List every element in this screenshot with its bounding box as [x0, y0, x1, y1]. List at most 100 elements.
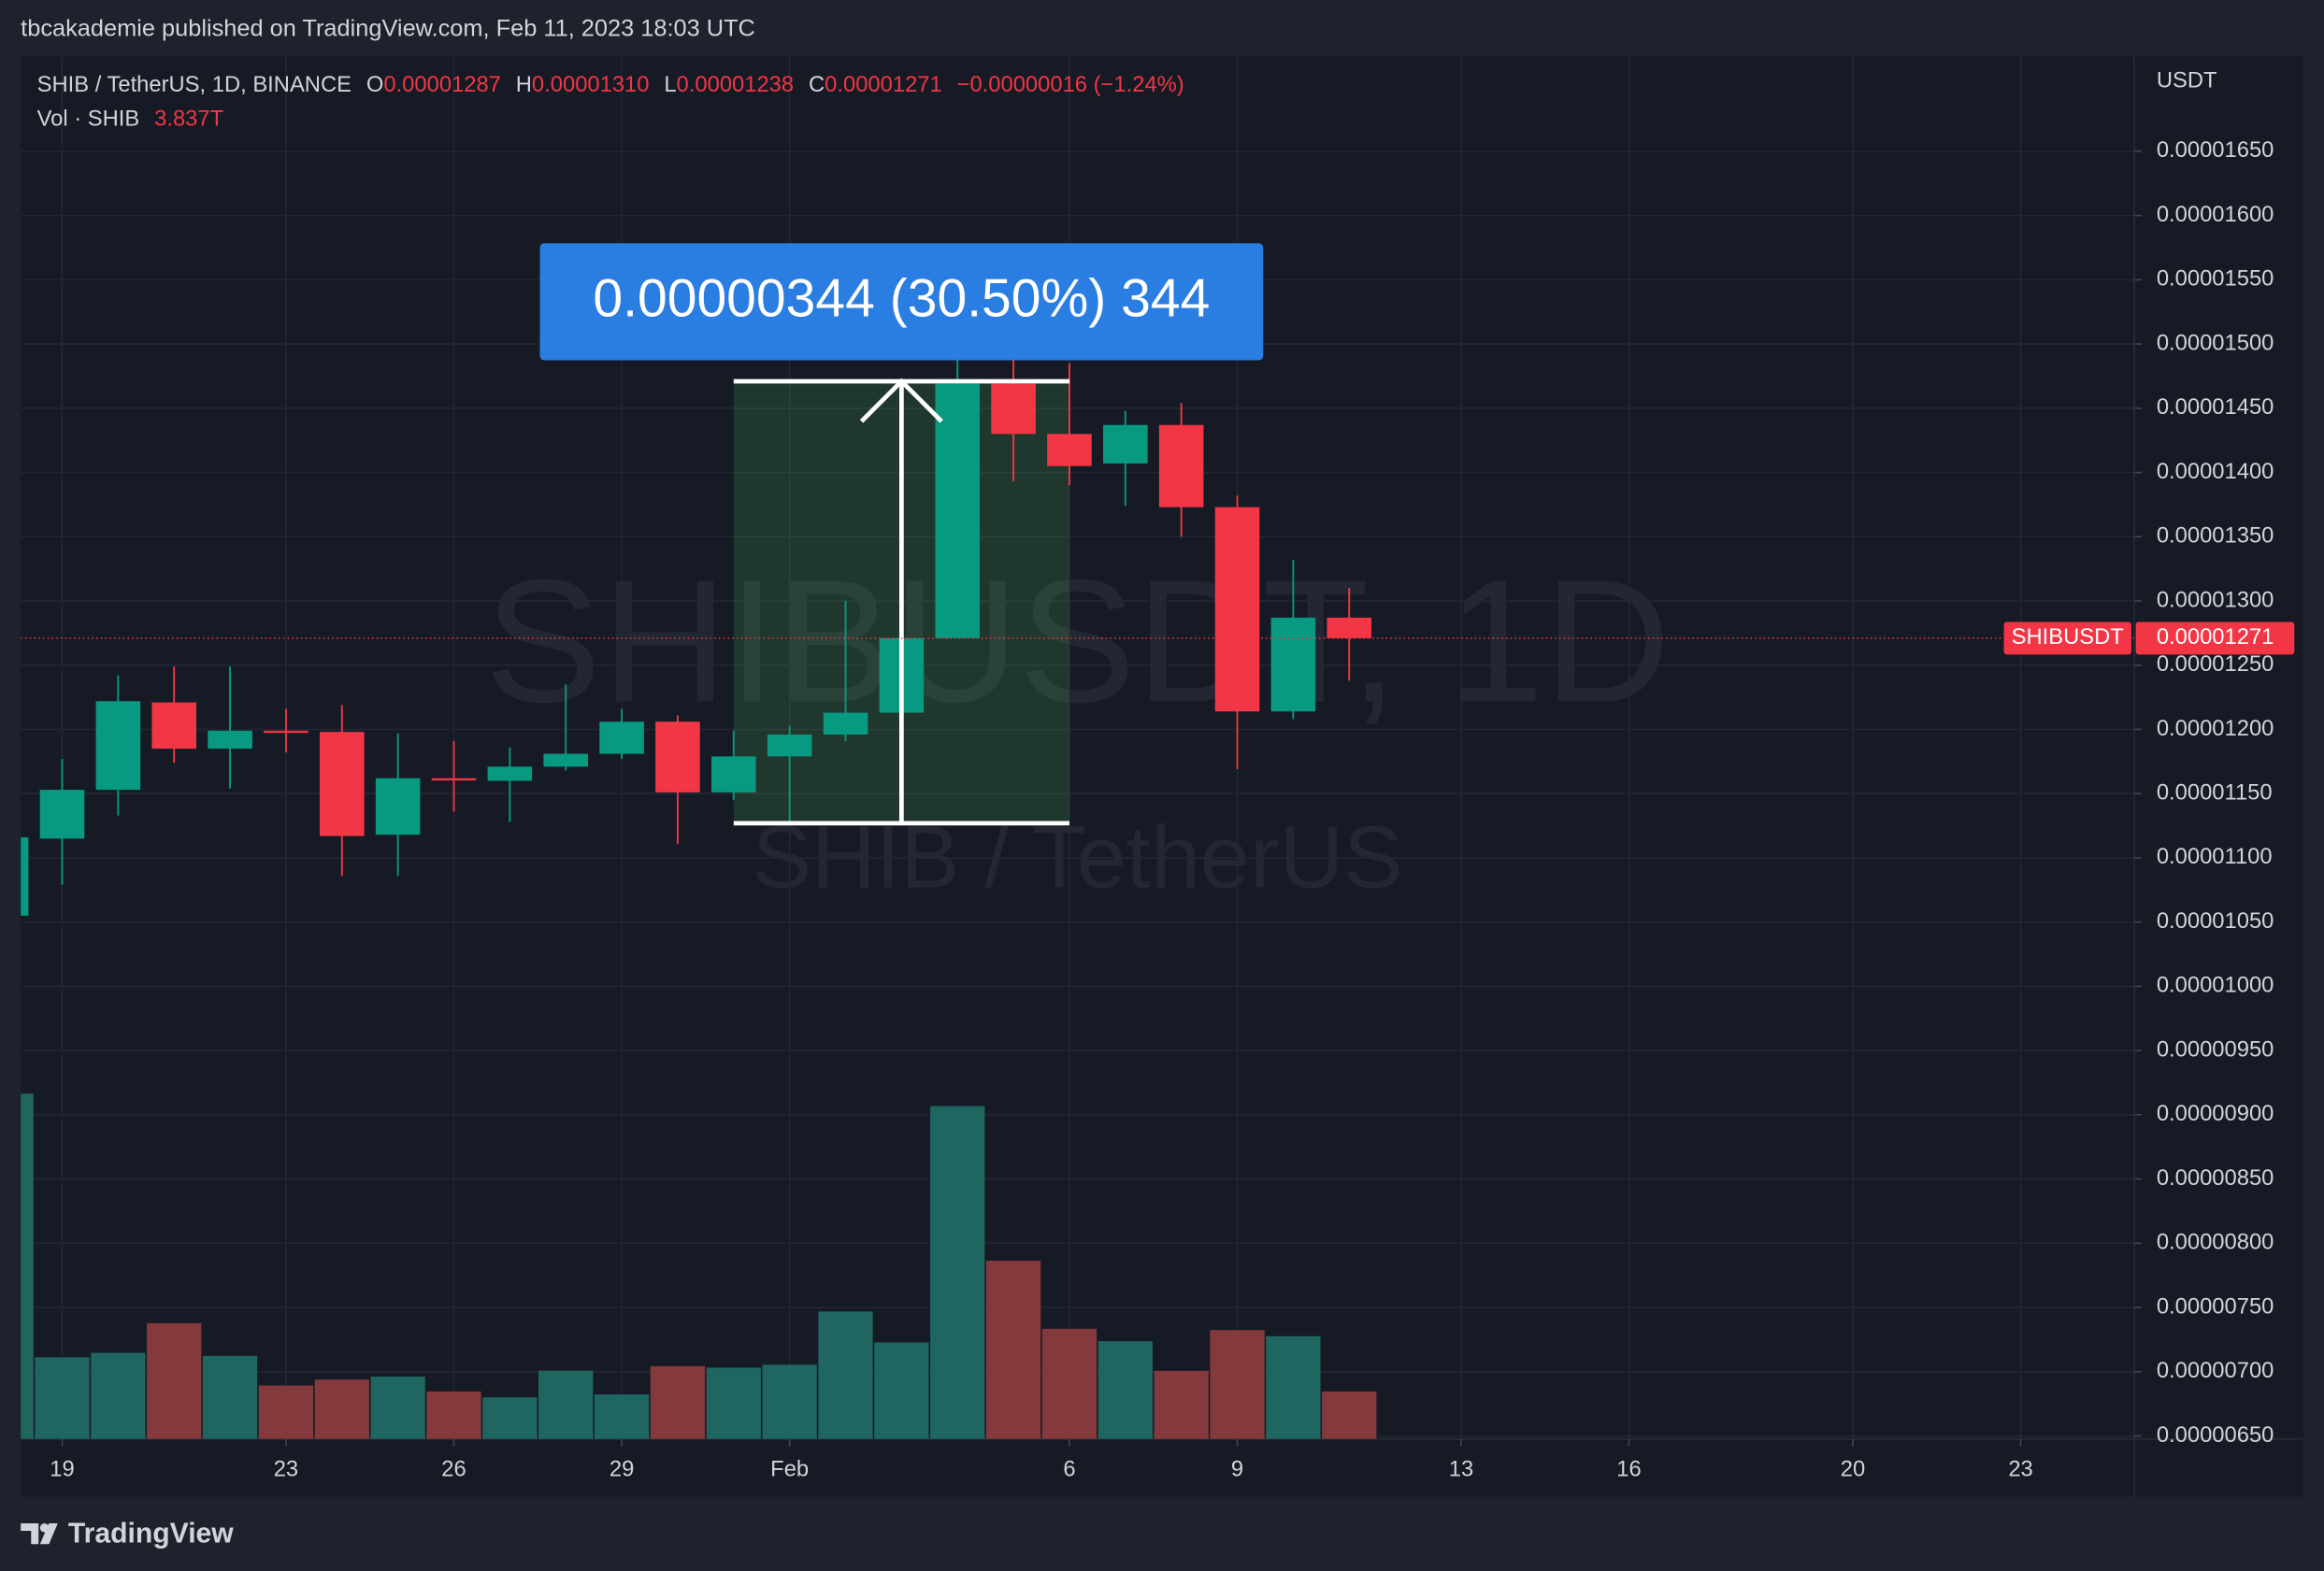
x-tick-label: 26 — [441, 1456, 466, 1481]
measure-label-box — [539, 243, 1264, 361]
x-tick-label: 23 — [274, 1456, 298, 1481]
candle-body — [39, 790, 85, 839]
candle-body — [151, 702, 196, 750]
volume-legend-label: Vol · SHIB — [37, 107, 140, 132]
watermark: SHIBUSDT, 1D — [484, 543, 1670, 738]
volume-bar — [1041, 1328, 1097, 1439]
candle-body — [1270, 617, 1316, 712]
volume-bar — [1322, 1391, 1377, 1439]
volume-bar — [147, 1322, 202, 1439]
candle-body — [320, 732, 365, 836]
volume-bar — [874, 1342, 929, 1439]
legend-key: L — [664, 72, 676, 97]
volume-bar — [258, 1385, 314, 1439]
last-price-label: 0.00001271 — [2157, 624, 2274, 650]
y-tick-label: 0.00000750 — [2157, 1293, 2274, 1319]
volume-bar — [930, 1106, 985, 1439]
brand: TradingView — [68, 1519, 234, 1550]
legend-key: C — [809, 72, 825, 97]
volume-bar — [21, 1093, 34, 1439]
last-price-box — [2135, 621, 2295, 655]
candle-body — [767, 734, 812, 757]
y-tick-label: 0.00001250 — [2157, 651, 2274, 677]
x-tick-label: Feb — [770, 1456, 809, 1481]
volume-legend: Vol · SHIB 3.837T — [37, 107, 223, 132]
candle-body — [21, 836, 29, 916]
y-tick-label: 0.00001050 — [2157, 908, 2274, 934]
volume-bar — [762, 1364, 817, 1439]
y-tick-label: 0.00000650 — [2157, 1422, 2274, 1448]
volume-bar — [426, 1391, 481, 1439]
volume-legend-value: 3.837T — [154, 107, 223, 132]
x-tick-label: 9 — [1231, 1456, 1243, 1481]
legend-change: −0.00000016 (−1.24%) — [957, 72, 1184, 97]
last-price-symbol-box — [2003, 621, 2131, 655]
volume-bar — [1154, 1370, 1209, 1439]
legend: SHIB / TetherUS, 1D, BINANCE O0.00001287 H… — [37, 72, 1184, 97]
volume-bar — [202, 1355, 258, 1439]
legend-key: O — [366, 72, 384, 97]
y-tick-label: 0.00001100 — [2157, 844, 2273, 869]
candle-body — [208, 730, 252, 750]
candle-body — [935, 383, 981, 638]
legend-value: 0.00001310 — [532, 72, 650, 97]
legend-value: 0.00001238 — [677, 72, 795, 97]
volume-bar — [706, 1367, 761, 1439]
candle-body — [264, 730, 308, 734]
y-tick-label: 0.00001000 — [2157, 973, 2274, 998]
candle-body — [1327, 617, 1372, 638]
candle-body — [1214, 507, 1260, 712]
volume-bar — [594, 1394, 650, 1439]
volume-bar — [538, 1370, 594, 1439]
volume-bar — [985, 1261, 1041, 1439]
volume-bar — [1210, 1330, 1265, 1439]
legend-value: 0.00001287 — [383, 72, 501, 97]
y-tick-label: 0.00000700 — [2157, 1358, 2274, 1383]
candle-body — [655, 721, 700, 793]
volume-bar — [650, 1365, 706, 1439]
y-tick-label: 0.00000900 — [2157, 1101, 2274, 1126]
candle-body — [487, 766, 533, 781]
measure-label: 0.00000344 (30.50%) 344 — [593, 269, 1210, 329]
y-tick-label: 0.00001350 — [2157, 523, 2274, 549]
x-tick-label: 13 — [1449, 1456, 1473, 1481]
candle-body — [823, 712, 868, 735]
y-tick-label: 0.00000850 — [2157, 1165, 2274, 1191]
candle-body — [711, 756, 756, 793]
y-tick-label: 0.00001500 — [2157, 330, 2274, 355]
publish-header: tbcakademie published on TradingView.com… — [21, 16, 755, 42]
volume-bar — [91, 1352, 146, 1439]
volume-bar — [370, 1376, 425, 1439]
legend-symbol: SHIB / TetherUS, 1D, BINANCE — [37, 72, 351, 97]
y-tick-label: 0.00001400 — [2157, 459, 2274, 484]
legend-value: 0.00001271 — [825, 72, 942, 97]
y-tick-label: 0.00000800 — [2157, 1230, 2274, 1255]
x-tick-label: 29 — [610, 1456, 634, 1481]
legend-key: H — [516, 72, 532, 97]
candle-body — [375, 778, 421, 835]
y-axis-label: USDT — [2157, 68, 2217, 93]
volume-bar — [314, 1379, 369, 1439]
candle-body — [1158, 424, 1204, 507]
last-price-symbol: SHIBUSDT — [2012, 624, 2124, 650]
candle-body — [431, 778, 477, 781]
volume-bar — [482, 1397, 538, 1439]
candle-body — [599, 721, 644, 754]
candle-body — [1103, 424, 1148, 464]
y-tick-label: 0.00001450 — [2157, 394, 2274, 420]
volume-bar — [35, 1357, 90, 1439]
y-tick-label: 0.00001200 — [2157, 716, 2274, 741]
y-tick-label: 0.00000950 — [2157, 1036, 2274, 1062]
y-tick-label: 0.00001150 — [2157, 779, 2273, 805]
y-tick-label: 0.00001300 — [2157, 587, 2274, 612]
x-tick-label: 16 — [1616, 1456, 1641, 1481]
y-tick-label: 0.00001550 — [2157, 266, 2274, 292]
x-tick-label: 19 — [50, 1456, 74, 1481]
candle-body — [1047, 434, 1092, 466]
x-tick-label: 23 — [2008, 1456, 2032, 1481]
measure-arrowhead — [859, 378, 943, 423]
y-tick-label: 0.00001600 — [2157, 202, 2274, 227]
